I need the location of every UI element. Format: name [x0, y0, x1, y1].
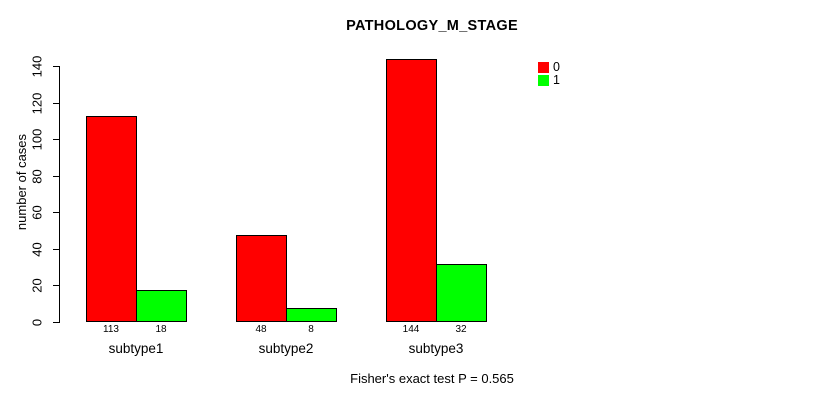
- x-category-label-subtype3: subtype3: [408, 341, 464, 356]
- legend-swatch-green: [538, 75, 549, 86]
- bar-subtype2-series0: [236, 234, 287, 323]
- y-tick-label: 140: [29, 55, 45, 78]
- legend-label: 1: [553, 73, 560, 87]
- bar-value-label: 48: [255, 324, 267, 335]
- x-category-label-subtype2: subtype2: [258, 341, 314, 356]
- y-tick-label: 0: [29, 318, 45, 327]
- bar-value-label: 8: [308, 324, 314, 335]
- y-tick: [53, 212, 60, 214]
- bar-value-label: 113: [103, 324, 119, 335]
- y-tick: [53, 175, 60, 177]
- legend: 0 1: [538, 60, 560, 88]
- bar-subtype1-series1: [136, 289, 187, 323]
- y-axis-line: [59, 66, 60, 323]
- bar-subtype1-series0: [86, 115, 137, 323]
- bar-subtype3-series1: [436, 263, 487, 323]
- legend-item-0: 0: [538, 60, 560, 74]
- bar-subtype2-series1: [286, 307, 337, 323]
- y-tick-label: 100: [29, 128, 45, 151]
- bar-value-label: 18: [155, 324, 167, 335]
- chart-title: PATHOLOGY_M_STAGE: [346, 18, 518, 34]
- x-category-label-subtype1: subtype1: [108, 341, 164, 356]
- y-tick: [53, 139, 60, 141]
- y-tick: [53, 285, 60, 287]
- y-tick: [53, 322, 60, 323]
- y-tick-label: 40: [29, 242, 45, 257]
- bar-value-label: 32: [455, 324, 467, 335]
- y-tick: [53, 102, 60, 104]
- y-tick-label: 20: [29, 278, 45, 294]
- legend-swatch-red: [538, 62, 549, 73]
- y-tick: [53, 66, 60, 67]
- bar-subtype3-series0: [386, 59, 437, 323]
- fisher-test-annotation: Fisher's exact test P = 0.565: [350, 371, 514, 386]
- legend-item-1: 1: [538, 73, 560, 87]
- y-tick-label: 120: [29, 92, 45, 114]
- y-tick-label: 80: [29, 168, 45, 184]
- y-axis-label: number of cases: [14, 133, 29, 231]
- legend-label: 0: [553, 60, 560, 74]
- y-tick: [53, 248, 60, 250]
- y-tick-label: 60: [29, 205, 45, 221]
- bar-value-label: 144: [402, 324, 420, 335]
